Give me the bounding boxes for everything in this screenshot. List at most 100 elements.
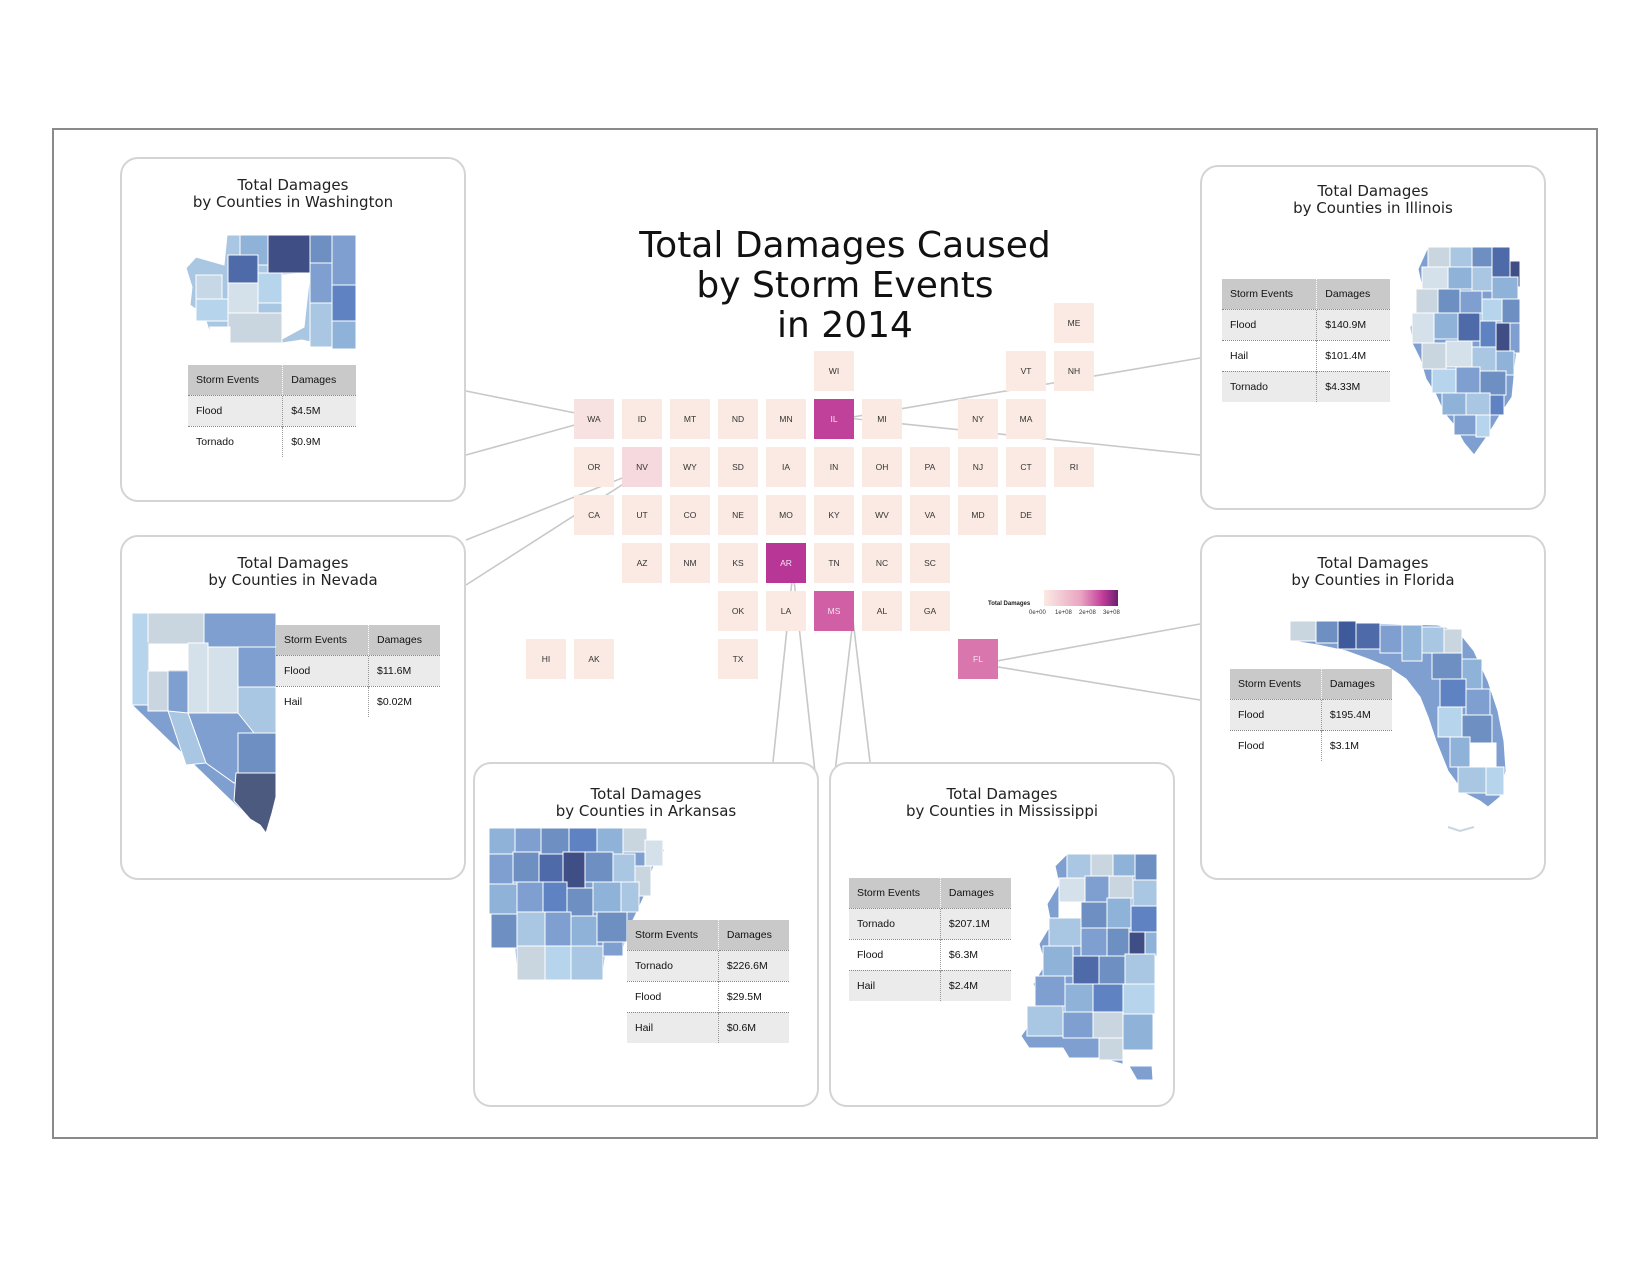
state-tile-az: AZ bbox=[622, 543, 662, 583]
event-cell: Flood bbox=[188, 394, 283, 426]
panel-mississippi: Total Damages by Counties in Mississippi bbox=[829, 762, 1175, 1107]
table-row: Tornado $207.1M bbox=[849, 907, 1011, 939]
damage-cell: $4.5M bbox=[282, 394, 356, 426]
table-row: Flood $4.5M bbox=[188, 394, 356, 426]
panel-title: Total Damages by Counties in Arkansas bbox=[475, 786, 817, 820]
state-tile-ga: GA bbox=[910, 591, 950, 631]
column-header: Storm Events bbox=[849, 878, 941, 908]
mississippi-county-map bbox=[1020, 854, 1158, 1081]
column-header: Damages bbox=[939, 878, 1011, 908]
panel-title-line: Total Damages bbox=[590, 785, 702, 803]
damages-table: Storm Events Damages Tornado $207.1M Flo… bbox=[849, 878, 1011, 1001]
event-cell: Tornado bbox=[188, 425, 283, 457]
event-cell: Tornado bbox=[1222, 370, 1317, 402]
state-tile-vt: VT bbox=[1006, 351, 1046, 391]
column-header: Damages bbox=[1316, 279, 1390, 309]
column-header: Damages bbox=[717, 920, 789, 950]
main-title: Total Damages Caused by Storm Events in … bbox=[600, 226, 1090, 346]
state-tile-ct: CT bbox=[1006, 447, 1046, 487]
panel-title: Total Damages by Counties in Florida bbox=[1202, 555, 1544, 589]
damage-cell: $226.6M bbox=[717, 949, 789, 981]
event-cell: Hail bbox=[276, 685, 369, 717]
panel-title-line: by Counties in Washington bbox=[192, 193, 394, 211]
state-tile-la: LA bbox=[766, 591, 806, 631]
event-cell: Tornado bbox=[627, 949, 719, 981]
state-tile-wy: WY bbox=[670, 447, 710, 487]
column-header: Storm Events bbox=[276, 625, 369, 655]
panel-title-line: Total Damages bbox=[1317, 554, 1429, 572]
damage-cell: $195.4M bbox=[1320, 698, 1392, 730]
state-tile-nd: ND bbox=[718, 399, 758, 439]
state-tile-tx: TX bbox=[718, 639, 758, 679]
florida-county-map bbox=[1289, 621, 1506, 833]
legend-tick: 1e+08 bbox=[1055, 610, 1072, 616]
state-tile-mt: MT bbox=[670, 399, 710, 439]
panel-title-line: by Counties in Florida bbox=[1291, 571, 1455, 589]
state-tile-ca: CA bbox=[574, 495, 614, 535]
event-cell: Hail bbox=[849, 969, 941, 1001]
arkansas-county-map bbox=[488, 828, 666, 980]
damage-cell: $4.33M bbox=[1316, 370, 1390, 402]
color-legend: Total Damages 0e+00 1e+08 2e+08 3e+08 bbox=[988, 590, 1128, 620]
panel-title-line: Total Damages bbox=[237, 176, 349, 194]
state-tile-nv: NV bbox=[622, 447, 662, 487]
state-tile-hi: HI bbox=[526, 639, 566, 679]
event-cell: Flood bbox=[1230, 729, 1322, 761]
state-tile-mn: MN bbox=[766, 399, 806, 439]
state-tile-ky: KY bbox=[814, 495, 854, 535]
damage-cell: $11.6M bbox=[368, 654, 440, 686]
panel-washington: Total Damages by Counties in Washington … bbox=[120, 157, 466, 502]
state-tile-pa: PA bbox=[910, 447, 950, 487]
damage-cell: $101.4M bbox=[1316, 339, 1390, 371]
state-tile-mi: MI bbox=[862, 399, 902, 439]
damages-table: Storm Events Damages Flood $140.9M Hail … bbox=[1222, 279, 1390, 402]
state-tile-va: VA bbox=[910, 495, 950, 535]
state-tile-nh: NH bbox=[1054, 351, 1094, 391]
state-tile-nm: NM bbox=[670, 543, 710, 583]
table-row: Flood $11.6M bbox=[276, 654, 440, 686]
state-tile-ia: IA bbox=[766, 447, 806, 487]
state-tile-md: MD bbox=[958, 495, 998, 535]
event-cell: Flood bbox=[1222, 308, 1317, 340]
panel-title-line: Total Damages bbox=[946, 785, 1058, 803]
column-header: Storm Events bbox=[627, 920, 719, 950]
state-tile-id: ID bbox=[622, 399, 662, 439]
panel-title-line: by Counties in Nevada bbox=[208, 571, 378, 589]
damages-table: Storm Events Damages Tornado $226.6M Flo… bbox=[627, 920, 789, 1043]
state-tile-ne: NE bbox=[718, 495, 758, 535]
state-tile-mo: MO bbox=[766, 495, 806, 535]
damage-cell: $3.1M bbox=[1320, 729, 1392, 761]
column-header: Damages bbox=[1320, 669, 1392, 699]
event-cell: Tornado bbox=[849, 907, 941, 939]
state-tile-ms: MS bbox=[814, 591, 854, 631]
table-row: Flood $6.3M bbox=[849, 938, 1011, 970]
panel-title: Total Damages by Counties in Washington bbox=[122, 177, 464, 211]
state-tile-ut: UT bbox=[622, 495, 662, 535]
damage-cell: $0.9M bbox=[282, 425, 356, 457]
illinois-county-map bbox=[1409, 247, 1521, 456]
main-title-line-3: in 2014 bbox=[777, 305, 913, 346]
state-tile-in: IN bbox=[814, 447, 854, 487]
damage-cell: $2.4M bbox=[939, 969, 1011, 1001]
damage-cell: $140.9M bbox=[1316, 308, 1390, 340]
legend-tick: 2e+08 bbox=[1079, 610, 1096, 616]
column-header: Storm Events bbox=[1230, 669, 1322, 699]
damage-cell: $207.1M bbox=[939, 907, 1011, 939]
damages-table: Storm Events Damages Flood $11.6M Hail $… bbox=[276, 625, 440, 717]
state-tile-ma: MA bbox=[1006, 399, 1046, 439]
state-tile-ar: AR bbox=[766, 543, 806, 583]
event-cell: Hail bbox=[1222, 339, 1317, 371]
table-row: Tornado $0.9M bbox=[188, 425, 356, 457]
table-row: Flood $29.5M bbox=[627, 980, 789, 1012]
panel-title-line: by Counties in Mississippi bbox=[905, 802, 1099, 820]
panel-title: Total Damages by Counties in Mississippi bbox=[831, 786, 1173, 820]
panel-illinois: Total Damages by Counties in Illinois bbox=[1200, 165, 1546, 510]
state-tile-me: ME bbox=[1054, 303, 1094, 343]
state-tile-tn: TN bbox=[814, 543, 854, 583]
event-cell: Flood bbox=[849, 938, 941, 970]
table-row: Hail $101.4M bbox=[1222, 339, 1390, 371]
state-tile-ok: OK bbox=[718, 591, 758, 631]
table-row: Hail $0.6M bbox=[627, 1011, 789, 1043]
state-tile-wi: WI bbox=[814, 351, 854, 391]
state-tile-sc: SC bbox=[910, 543, 950, 583]
